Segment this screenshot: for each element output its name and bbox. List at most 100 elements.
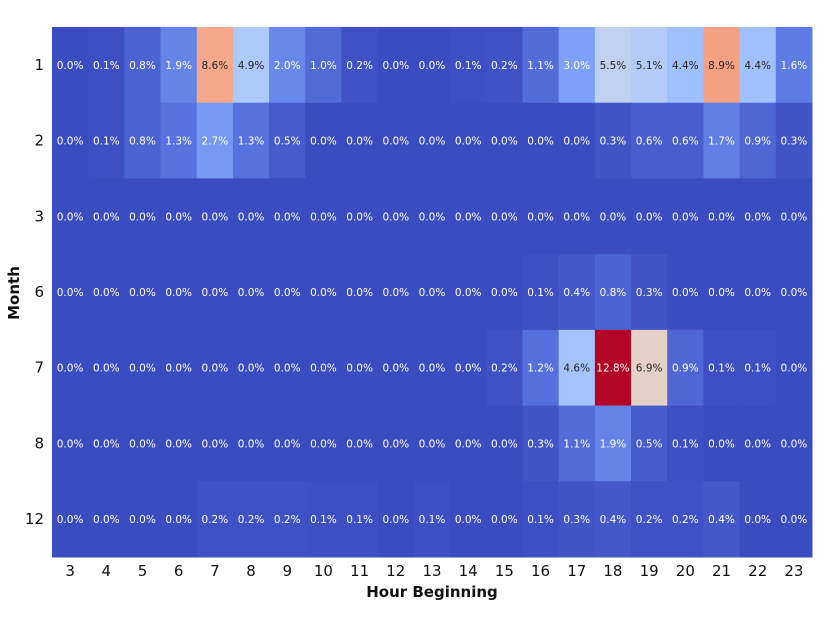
heatmap-cell [305, 178, 343, 255]
cell-value-label: 5.1% [636, 60, 663, 72]
cell-value-label: 0.0% [781, 363, 808, 375]
cell-value-label: 0.0% [419, 363, 446, 375]
cell-value-label: 0.0% [527, 211, 554, 223]
heatmap-cell [558, 405, 596, 482]
cell-value-label: 8.9% [708, 60, 735, 72]
x-tick-label: 9 [282, 562, 292, 580]
heatmap-cell [232, 27, 270, 104]
heatmap-cell [124, 405, 162, 482]
heatmap-cell [450, 481, 487, 558]
heatmap-cell [196, 254, 234, 331]
cell-value-label: 0.3% [527, 438, 554, 450]
cell-value-label: 0.0% [346, 211, 373, 223]
x-tick-label: 16 [531, 562, 550, 580]
cell-value-label: 0.0% [455, 211, 482, 223]
cell-value-label: 0.0% [202, 211, 229, 223]
heatmap-cell [88, 405, 125, 482]
x-tick-label: 23 [784, 562, 803, 580]
cell-value-label: 0.8% [600, 287, 627, 299]
cell-value-label: 4.4% [672, 60, 699, 72]
cell-value-label: 0.0% [382, 136, 409, 148]
heatmap-cell [739, 27, 777, 104]
cell-value-label: 0.0% [382, 287, 409, 299]
cell-value-label: 0.0% [346, 363, 373, 375]
cell-value-label: 0.0% [781, 287, 808, 299]
x-tick-label: 15 [495, 562, 514, 580]
y-tick-label: 3 [34, 207, 44, 225]
cell-value-label: 0.1% [708, 363, 735, 375]
cell-value-label: 0.1% [672, 438, 699, 450]
heatmap-cell [413, 178, 451, 255]
cell-value-label: 0.0% [708, 438, 735, 450]
heatmap-cell [305, 254, 343, 331]
y-tick-label: 7 [34, 359, 44, 377]
heatmap-cell [341, 254, 379, 331]
heatmap-cell [486, 254, 523, 331]
heatmap-cell [631, 481, 668, 558]
cell-value-label: 6.9% [636, 363, 663, 375]
x-tick-label: 21 [712, 562, 731, 580]
cell-value-label: 0.2% [491, 363, 518, 375]
cell-value-label: 0.0% [57, 363, 84, 375]
cell-value-label: 0.0% [57, 287, 84, 299]
x-tick-label: 6 [174, 562, 184, 580]
cell-value-label: 0.0% [346, 438, 373, 450]
heatmap-cell [124, 102, 162, 179]
cell-value-label: 0.3% [781, 136, 808, 148]
heatmap-cell [124, 27, 162, 104]
heatmap-cell [631, 405, 668, 482]
heatmap-cell [377, 178, 415, 255]
cell-value-label: 0.0% [744, 438, 771, 450]
cell-value-label: 1.6% [781, 60, 808, 72]
y-tick-label: 6 [34, 283, 44, 301]
cell-value-label: 0.0% [346, 136, 373, 148]
heatmap-cell [413, 481, 451, 558]
heatmap-cell [377, 254, 415, 331]
cell-value-label: 0.0% [781, 438, 808, 450]
heatmap-cell [631, 329, 668, 407]
cell-value-label: 0.0% [419, 136, 446, 148]
cell-value-label: 2.7% [202, 136, 229, 148]
cell-value-label: 0.0% [781, 514, 808, 526]
cell-value-label: 1.0% [310, 60, 337, 72]
heatmap-cell [269, 329, 306, 407]
x-tick-label: 3 [65, 562, 75, 580]
heatmap-cell [667, 481, 704, 558]
heatmap-cell [341, 102, 379, 179]
cell-value-label: 0.6% [636, 136, 663, 148]
cell-value-label: 0.0% [744, 211, 771, 223]
x-tick-label: 14 [459, 562, 478, 580]
cell-value-label: 0.0% [129, 287, 156, 299]
cell-value-label: 0.1% [310, 514, 337, 526]
cell-value-label: 0.0% [708, 211, 735, 223]
cell-value-label: 0.1% [527, 287, 554, 299]
heatmap-cell [558, 178, 596, 255]
x-tick-label: 5 [138, 562, 148, 580]
heatmap-cell [377, 481, 415, 558]
cell-value-label: 0.0% [93, 514, 120, 526]
heatmap-cell [88, 178, 125, 255]
heatmap-cell [522, 481, 560, 558]
x-tick-label: 17 [567, 562, 586, 580]
heatmap-cell [594, 102, 632, 179]
heatmap-cell [667, 254, 704, 331]
heatmap-cell [703, 481, 741, 558]
heatmap-cell [305, 405, 343, 482]
cell-value-label: 12.8% [596, 363, 629, 375]
cell-value-label: 1.3% [238, 136, 265, 148]
cell-value-label: 0.0% [274, 363, 301, 375]
cell-value-label: 0.0% [57, 211, 84, 223]
cell-value-label: 3.0% [563, 60, 590, 72]
cell-value-label: 0.1% [346, 514, 373, 526]
heatmap-cell [558, 254, 596, 331]
heatmap-cell [88, 329, 125, 407]
heatmap-cell [341, 481, 379, 558]
heatmap-cell [594, 405, 632, 482]
cell-value-label: 2.0% [274, 60, 301, 72]
cell-value-label: 0.0% [238, 211, 265, 223]
cell-value-label: 0.0% [744, 514, 771, 526]
cell-value-label: 0.0% [672, 211, 699, 223]
heatmap-cell [775, 102, 813, 179]
heatmap-cell [594, 329, 632, 407]
heatmap-cell [377, 329, 415, 407]
